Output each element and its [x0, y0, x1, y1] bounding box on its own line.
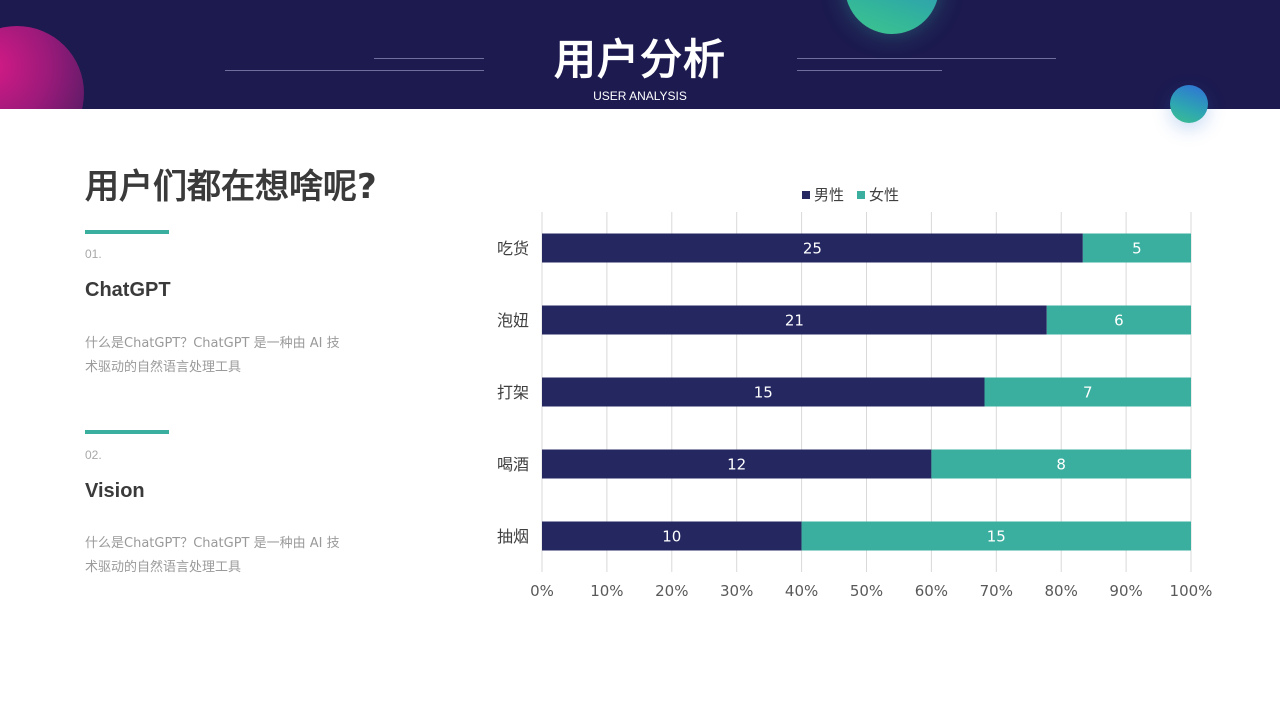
legend-label: 女性	[869, 186, 899, 204]
data-label: 21	[785, 312, 804, 330]
bar-segment	[984, 377, 1191, 407]
category-label: 打架	[497, 383, 529, 402]
page-title: 用户分析	[553, 35, 726, 84]
category-label: 吃货	[497, 239, 529, 258]
item-1-title: ChatGPT	[85, 279, 171, 301]
header-line-right-short	[797, 70, 942, 71]
bar-segment	[542, 305, 1047, 335]
x-tick-label: 50%	[850, 582, 883, 600]
item-1-desc-line-2: 术驱动的自然语言处理工具	[85, 360, 242, 375]
legend-swatch	[802, 191, 810, 199]
data-label: 6	[1114, 312, 1124, 330]
category-label: 抽烟	[497, 527, 529, 546]
x-tick-label: 100%	[1170, 582, 1213, 600]
data-label: 10	[662, 528, 681, 546]
bar-segment	[931, 449, 1191, 479]
item-2-desc-line-2: 术驱动的自然语言处理工具	[85, 560, 242, 575]
bar-segment	[542, 233, 1083, 263]
x-tick-label: 20%	[655, 582, 688, 600]
bar-segment	[1082, 233, 1191, 263]
bar-segment	[542, 449, 932, 479]
item-1-accent-bar	[85, 230, 169, 234]
item-2-number: 02.	[85, 448, 102, 462]
data-label: 15	[987, 528, 1006, 546]
x-tick-label: 60%	[915, 582, 948, 600]
item-2-description: 什么是ChatGPT？ChatGPT 是一种由 AI 技 术驱动的自然语言处理工…	[85, 532, 375, 580]
stacked-bar-chart: 0% 10% 20% 30% 40% 50% 60% 70% 80% 90% 100% 25 5 吃货 21…	[497, 186, 1213, 600]
category-label: 泡妞	[497, 311, 529, 330]
x-tick-label: 90%	[1109, 582, 1142, 600]
bar-segment	[1046, 305, 1191, 335]
header-line-right-long	[797, 58, 1056, 59]
item-2-accent-bar	[85, 430, 169, 434]
decorative-orb-small	[1170, 85, 1208, 123]
data-label: 25	[803, 240, 822, 258]
x-tick-label: 70%	[980, 582, 1013, 600]
x-tick-label: 10%	[590, 582, 623, 600]
x-tick-label: 0%	[530, 582, 554, 600]
header-line-left-long	[225, 70, 484, 71]
data-label: 5	[1132, 240, 1142, 258]
page-subtitle: USER ANALYSIS	[593, 89, 687, 103]
decorative-orb-teal	[845, 0, 939, 34]
legend-label: 男性	[814, 186, 844, 204]
legend-swatch	[857, 191, 865, 199]
header-line-left-short	[374, 58, 484, 59]
header-band: 用户分析 USER ANALYSIS	[0, 0, 1280, 109]
section-question: 用户们都在想啥呢?	[85, 167, 377, 207]
data-label: 7	[1083, 384, 1093, 402]
x-tick-label: 40%	[785, 582, 818, 600]
category-label: 喝酒	[497, 455, 529, 474]
bar-segment	[542, 521, 802, 551]
item-2-desc-line-1: 什么是ChatGPT？ChatGPT 是一种由 AI 技	[85, 536, 340, 551]
item-1-description: 什么是ChatGPT？ChatGPT 是一种由 AI 技 术驱动的自然语言处理工…	[85, 332, 375, 380]
data-label: 12	[727, 456, 746, 474]
item-2-title: Vision	[85, 480, 145, 502]
x-tick-label: 80%	[1045, 582, 1078, 600]
bar-segment	[542, 377, 985, 407]
x-tick-label: 30%	[720, 582, 753, 600]
item-1-desc-line-1: 什么是ChatGPT？ChatGPT 是一种由 AI 技	[85, 336, 340, 351]
item-1-number: 01.	[85, 247, 102, 261]
data-label: 15	[754, 384, 773, 402]
bar-segment	[801, 521, 1191, 551]
data-label: 8	[1056, 456, 1066, 474]
